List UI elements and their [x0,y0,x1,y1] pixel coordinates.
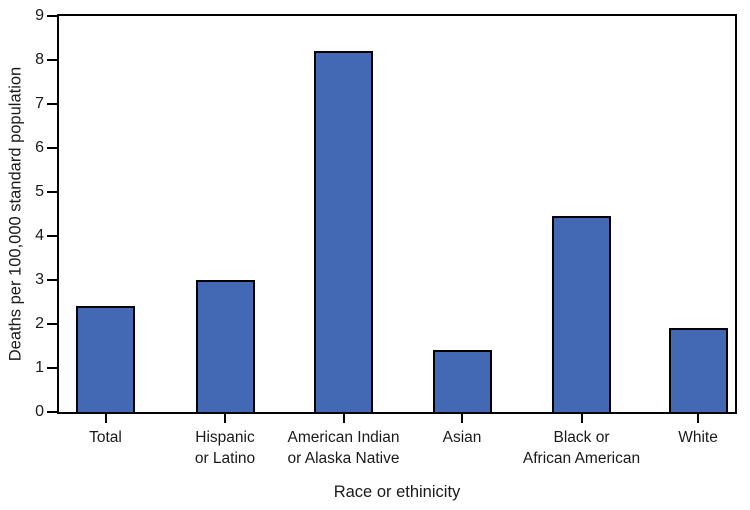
y-tick-label: 3 [35,271,44,288]
y-tick-mark [47,103,57,105]
x-tick-label-hispanic-or-latino: Hispanic or Latino [194,429,256,467]
x-tick-label-asian: Asian [442,429,482,446]
y-tick-mark [47,191,57,193]
y-tick-mark [47,279,57,281]
y-tick-label: 1 [35,359,44,376]
x-tick-mark [224,414,226,423]
x-tick-mark [104,414,107,423]
y-tick-mark [47,59,57,61]
y-tick-label: 0 [35,403,44,420]
y-tick-label: 7 [35,95,44,112]
y-tick-label: 2 [35,315,44,332]
x-tick-label-total: Total [89,429,122,446]
x-tick-mark [580,414,583,423]
bar-white [668,328,728,412]
x-tick-mark [461,414,463,423]
bar-asian [432,350,492,412]
y-tick-mark [47,15,57,17]
y-tick-label: 8 [35,51,44,68]
y-tick-mark [47,411,57,413]
y-tick-mark [47,147,57,149]
bar-total [76,306,135,412]
y-tick-label: 6 [35,139,44,156]
y-tick-label: 5 [35,183,44,200]
x-tick-label-black-or-african-american: Black or African American [522,429,641,467]
x-tick-mark [697,414,699,423]
x-axis-title: Race or ethinicity [333,483,461,501]
bar-hispanic-or-latino [195,280,255,412]
y-tick-mark [47,235,57,237]
bar-black-or-african-american [552,216,611,412]
x-tick-label-american-indian-or-alaska-native: American Indian or Alaska Native [287,429,400,467]
y-tick-mark [47,323,57,325]
y-tick-mark [47,367,57,369]
x-tick-label-white: White [678,429,718,446]
plot-area [57,14,737,414]
x-tick-mark [342,414,345,423]
y-tick-label: 9 [35,7,44,24]
y-tick-label: 4 [35,227,44,244]
bar-american-indian-or-alaska-native [314,51,373,412]
